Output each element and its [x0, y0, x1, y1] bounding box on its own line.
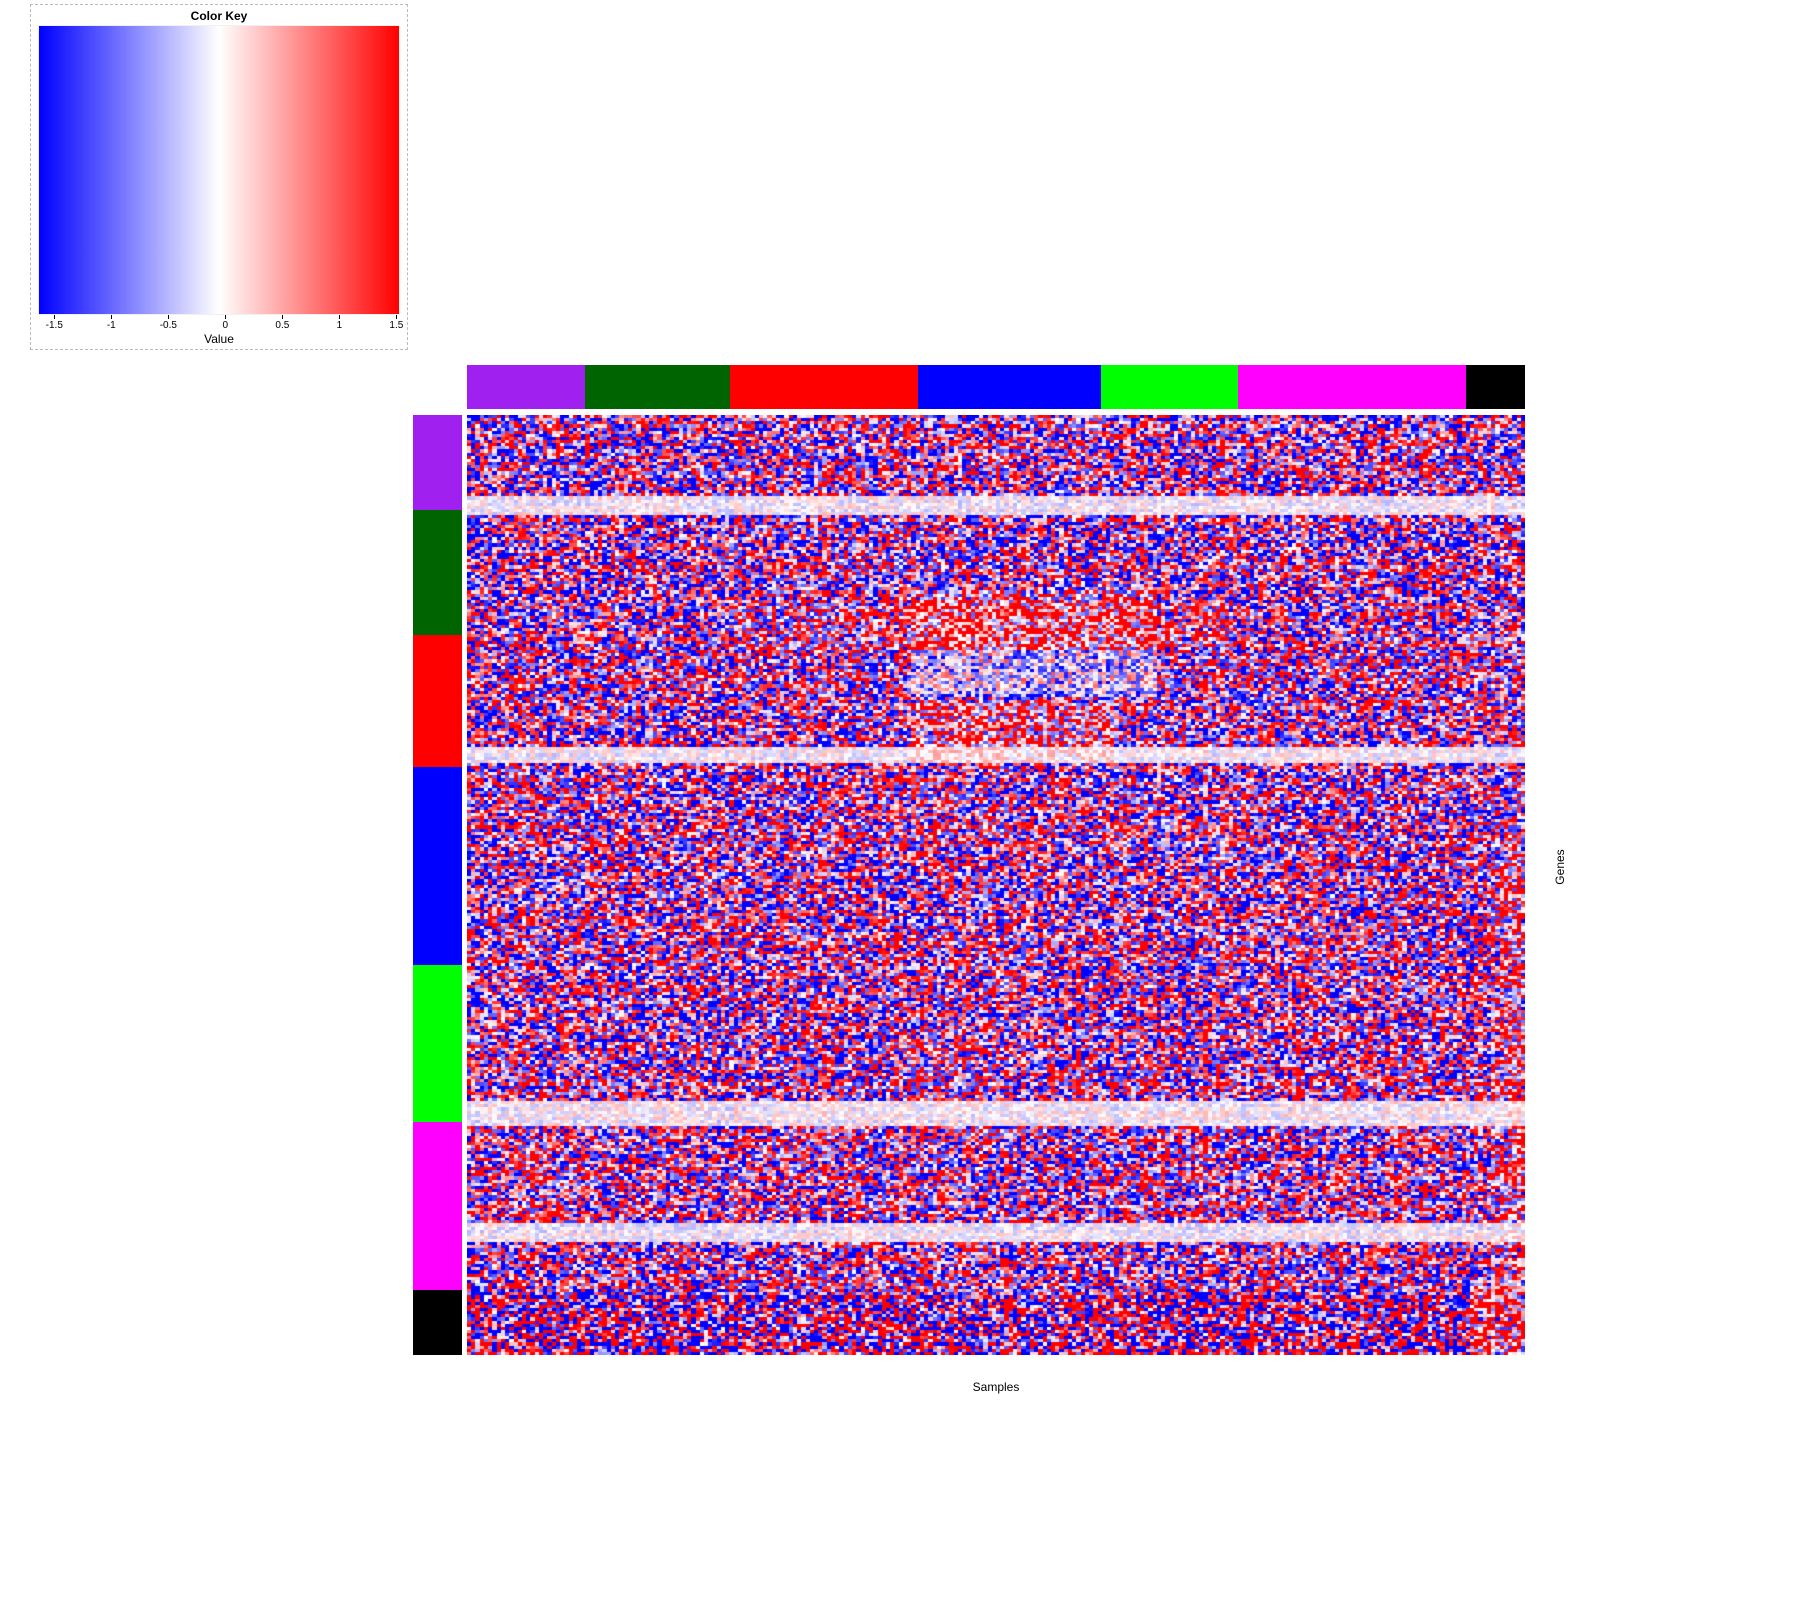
- colorkey-tick: [111, 315, 113, 319]
- colorkey-tick-label: 0.5: [275, 320, 290, 331]
- colorkey-tick: [168, 315, 170, 319]
- row-group-swatch: [413, 1290, 462, 1355]
- row-group-swatch: [413, 964, 462, 1122]
- color-key-value-label: Value: [204, 332, 234, 346]
- colorkey-tick-label: 1: [336, 320, 343, 331]
- y-axis-label: Genes: [1553, 849, 1567, 885]
- colorkey-tick-label: 1.5: [389, 320, 404, 331]
- column-group-swatch: [730, 365, 918, 409]
- color-key-gradient: [38, 25, 400, 315]
- row-group-swatch: [413, 634, 462, 767]
- column-group-swatch: [585, 365, 731, 409]
- column-group-swatch: [1100, 365, 1239, 409]
- colorkey-tick: [396, 315, 398, 319]
- color-key-axis: -1.5 -1 -0.5 0 0.5 1 1.5: [38, 315, 404, 331]
- row-group-swatch: [413, 766, 462, 965]
- column-group-swatch: [467, 365, 586, 409]
- colorkey-tick-label: 0: [222, 320, 229, 331]
- colorkey-tick-label: -1: [106, 320, 116, 331]
- heatmap-area: [467, 415, 1525, 1355]
- row-group-swatch: [413, 509, 462, 635]
- column-group-swatch: [1465, 365, 1525, 409]
- x-axis-label: Samples: [972, 1380, 1020, 1394]
- colorkey-tick: [54, 315, 56, 319]
- colorkey-tick: [225, 315, 227, 319]
- column-group-swatch: [1238, 365, 1466, 409]
- color-key-title: Color Key: [190, 9, 248, 23]
- colorkey-tick: [282, 315, 284, 319]
- colorkey-tick-label: -1.5: [45, 320, 63, 331]
- heatmap-canvas: [467, 415, 1525, 1355]
- colorkey-tick-label: -0.5: [159, 320, 177, 331]
- column-side-colors: [467, 365, 1525, 409]
- row-group-swatch: [413, 1121, 462, 1291]
- row-side-colors: [413, 415, 462, 1355]
- row-group-swatch: [413, 415, 462, 510]
- colorkey-tick: [339, 315, 341, 319]
- column-group-swatch: [917, 365, 1101, 409]
- color-key-panel: Color Key -1.5 -1 -0.5 0 0.5 1 1.5 Value: [30, 4, 408, 350]
